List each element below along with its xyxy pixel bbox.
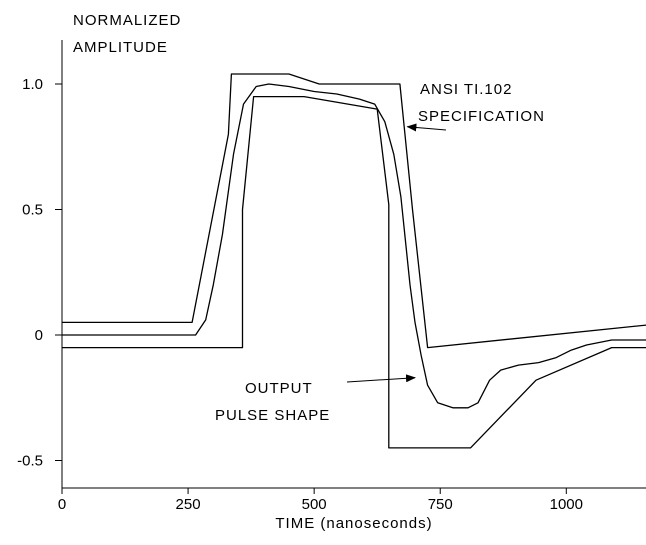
x-axis-ticks: 0 250 500 750 1000 [58, 488, 583, 513]
spec-upper-line [62, 73, 646, 349]
x-tick-label: 750 [428, 496, 453, 513]
y-tick-label: 1.0 [22, 76, 43, 93]
y-axis-title-line-1: NORMALIZED [73, 12, 181, 29]
x-tick-label: 500 [302, 496, 327, 513]
x-tick-label: 250 [176, 496, 201, 513]
x-tick-label: 1000 [550, 496, 583, 513]
x-axis-title: TIME (nanoseconds) [275, 515, 432, 532]
spec-annotation-arrow [406, 123, 447, 132]
y-tick-label: 0.5 [22, 202, 43, 219]
y-axis-title-line-2: AMPLITUDE [73, 39, 168, 56]
pulse-annotation-line-2: PULSE SHAPE [215, 407, 330, 424]
series-group [62, 73, 646, 449]
x-tick-label: 0 [58, 496, 66, 513]
y-axis-ticks: 1.0 0.5 0 -0.5 [17, 76, 62, 470]
spec-annotation-line-2: SPECIFICATION [418, 108, 545, 125]
y-tick-label: -0.5 [17, 453, 43, 470]
spec-annotation-line-1: ANSI TI.102 [420, 81, 512, 98]
spec-lower-line [62, 95, 646, 449]
pulse-annotation-arrow [346, 374, 416, 383]
output-pulse-line [62, 83, 646, 409]
y-tick-label: 0 [35, 327, 43, 344]
pulse-annotation-line-1: OUTPUT [245, 380, 313, 397]
